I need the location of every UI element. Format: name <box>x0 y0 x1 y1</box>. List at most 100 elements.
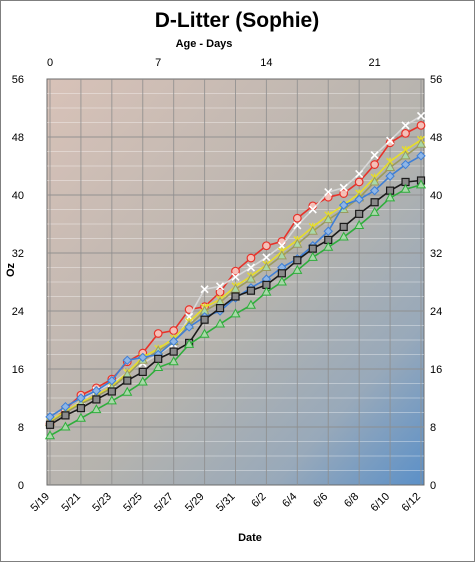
y2-tick-label: 16 <box>430 364 442 376</box>
data-point <box>246 263 256 272</box>
data-point <box>76 393 86 403</box>
data-point <box>400 159 411 170</box>
data-point <box>245 273 257 283</box>
x-tick-label: 6/10 <box>369 491 393 515</box>
data-point <box>324 188 333 197</box>
data-point <box>323 214 334 224</box>
data-point <box>169 326 179 335</box>
data-point <box>292 213 302 223</box>
data-point <box>385 171 395 181</box>
y-axis-label: Oz <box>5 262 17 277</box>
data-point <box>292 264 303 274</box>
data-point <box>293 221 302 230</box>
x-axis-label: Date <box>238 532 262 544</box>
y2-tick-label: 32 <box>430 248 442 260</box>
data-point <box>153 329 163 338</box>
x2-tick-label: 14 <box>260 57 272 69</box>
data-point <box>154 354 163 363</box>
data-point <box>60 421 71 431</box>
data-point <box>215 282 225 291</box>
x-tick-label: 5/23 <box>90 491 114 515</box>
data-point <box>308 205 317 214</box>
data-point <box>123 376 132 385</box>
data-point <box>137 376 148 386</box>
data-point <box>107 387 116 396</box>
data-point <box>323 226 333 236</box>
data-point <box>339 200 349 210</box>
x-tick-label: 5/27 <box>152 491 176 515</box>
data-point <box>231 266 240 276</box>
data-point <box>200 285 209 294</box>
y2-tick-label: 48 <box>430 132 442 144</box>
data-point <box>168 336 179 347</box>
x-tick-label: 5/29 <box>183 491 207 515</box>
x2-tick-label: 21 <box>369 57 381 69</box>
x-tick-label: 6/12 <box>399 491 423 515</box>
y-tick-label: 0 <box>18 480 24 492</box>
data-point <box>215 304 225 313</box>
y-tick-label: 16 <box>12 364 24 376</box>
data-point <box>169 347 178 356</box>
data-point <box>415 179 427 189</box>
data-point <box>370 198 379 207</box>
data-point <box>214 318 226 328</box>
data-point <box>369 185 380 196</box>
data-point <box>307 225 318 235</box>
data-point <box>308 244 317 253</box>
data-point <box>369 206 380 216</box>
x-tick-label: 6/2 <box>249 491 268 510</box>
data-point <box>293 256 302 265</box>
data-point <box>60 401 71 412</box>
y2-tick-label: 0 <box>430 480 436 492</box>
y-tick-label: 48 <box>12 132 24 144</box>
x-tick-label: 6/4 <box>280 491 299 510</box>
y-tick-label: 24 <box>12 306 24 318</box>
data-point <box>122 386 133 396</box>
data-point <box>92 395 101 404</box>
data-point <box>199 328 210 338</box>
data-point <box>91 404 102 414</box>
data-point <box>75 412 86 422</box>
data-point <box>401 128 410 138</box>
data-point <box>184 338 195 348</box>
data-point <box>339 183 348 192</box>
data-point <box>246 253 256 263</box>
x-tick-label: 5/21 <box>59 491 83 515</box>
x-tick-label: 6/8 <box>342 491 361 510</box>
data-point <box>91 386 102 396</box>
data-point <box>354 194 364 205</box>
data-point <box>153 362 164 372</box>
data-point <box>307 251 318 261</box>
x-tick-label: 5/31 <box>214 491 238 515</box>
data-point <box>184 322 194 332</box>
y2-tick-label: 8 <box>430 422 436 434</box>
data-point <box>400 183 411 193</box>
data-point <box>230 283 241 293</box>
data-point <box>107 375 117 386</box>
series-7 <box>44 179 427 440</box>
data-point <box>138 352 148 363</box>
data-point <box>338 231 349 241</box>
data-point <box>168 356 179 366</box>
x2-tick-label: 7 <box>155 57 161 69</box>
data-point <box>231 272 240 281</box>
data-point <box>106 395 117 405</box>
data-point <box>385 138 395 148</box>
data-point <box>44 430 56 440</box>
data-point <box>355 169 364 179</box>
data-point <box>200 315 209 324</box>
data-point <box>339 222 348 231</box>
data-point <box>386 136 395 145</box>
data-point <box>245 299 257 309</box>
data-point <box>138 367 147 376</box>
data-point <box>370 160 380 169</box>
data-point <box>277 241 286 250</box>
secondary-x-axis-label: Age - Days <box>176 38 233 50</box>
data-point <box>276 250 287 260</box>
y2-tick-label: 40 <box>430 190 442 202</box>
data-point <box>354 219 365 229</box>
x-tick-label: 5/25 <box>121 491 145 515</box>
series-layer <box>44 111 427 440</box>
data-point <box>339 189 349 198</box>
